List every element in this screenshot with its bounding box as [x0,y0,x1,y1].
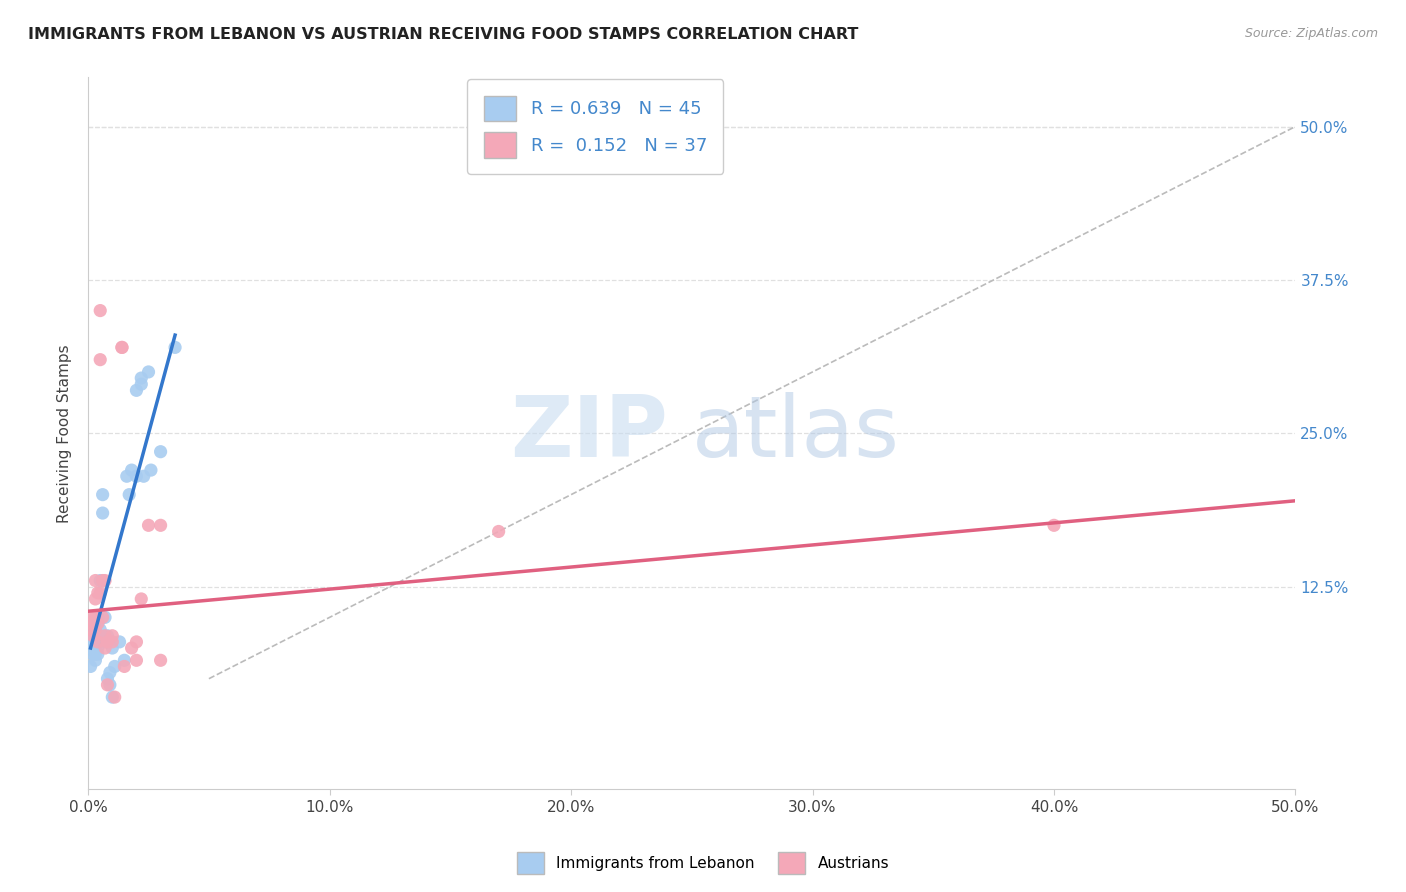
Point [91,488,114,502]
Point [149,653,172,667]
Point [165,340,187,354]
Point [84,591,107,606]
Point [89,303,111,318]
Point [84,623,107,637]
Point [91,610,114,624]
Point [139,463,162,477]
Point [84,653,107,667]
Point [94,640,117,655]
Point [82,647,104,661]
Point [118,488,141,502]
Text: atlas: atlas [692,392,900,475]
Point [149,444,172,458]
Point [138,365,160,379]
Point [108,635,131,649]
Point [125,653,148,667]
Point [96,672,118,686]
Point [104,690,127,705]
Point [125,384,148,398]
Point [84,640,107,655]
Point [87,640,110,655]
Point [101,690,124,705]
Point [82,635,104,649]
Point [94,629,117,643]
Point [129,371,152,385]
Point [98,665,121,680]
Point [82,623,104,637]
Point [89,352,111,367]
Point [149,518,172,533]
Point [96,629,118,643]
Y-axis label: Receiving Food Stamps: Receiving Food Stamps [58,344,72,523]
Point [112,659,135,673]
Point [91,506,114,520]
Point [79,629,101,643]
Point [89,623,111,637]
Point [129,591,152,606]
Point [87,616,110,631]
Point [87,616,110,631]
Point [87,647,110,661]
Point [84,647,107,661]
Point [82,610,104,624]
Point [111,340,134,354]
Point [132,469,155,483]
Point [138,518,160,533]
Point [79,659,101,673]
Point [488,524,510,539]
Text: ZIP: ZIP [510,392,668,475]
Point [82,629,104,643]
Point [1043,518,1066,533]
Point [94,574,117,588]
Point [84,616,107,631]
Point [96,678,118,692]
Point [84,635,107,649]
Point [87,586,110,600]
Point [87,610,110,624]
Point [125,469,148,483]
Point [115,469,138,483]
Point [94,610,117,624]
Point [82,616,104,631]
Point [104,659,127,673]
Point [101,629,124,643]
Point [98,678,121,692]
Point [79,616,101,631]
Legend: Immigrants from Lebanon, Austrians: Immigrants from Lebanon, Austrians [510,846,896,880]
Point [84,610,107,624]
Point [84,623,107,637]
Point [89,574,111,588]
Point [101,640,124,655]
Point [79,623,101,637]
Text: IMMIGRANTS FROM LEBANON VS AUSTRIAN RECEIVING FOOD STAMPS CORRELATION CHART: IMMIGRANTS FROM LEBANON VS AUSTRIAN RECE… [28,27,859,42]
Point [91,574,114,588]
Point [89,586,111,600]
Point [112,653,135,667]
Point [101,635,124,649]
Legend: R = 0.639   N = 45, R =  0.152   N = 37: R = 0.639 N = 45, R = 0.152 N = 37 [467,79,723,174]
Point [121,463,143,477]
Point [125,635,148,649]
Point [96,635,118,649]
Text: Source: ZipAtlas.com: Source: ZipAtlas.com [1244,27,1378,40]
Point [129,377,152,392]
Point [111,340,134,354]
Point [94,635,117,649]
Point [79,640,101,655]
Point [87,635,110,649]
Point [84,574,107,588]
Point [89,629,111,643]
Point [82,629,104,643]
Point [121,640,143,655]
